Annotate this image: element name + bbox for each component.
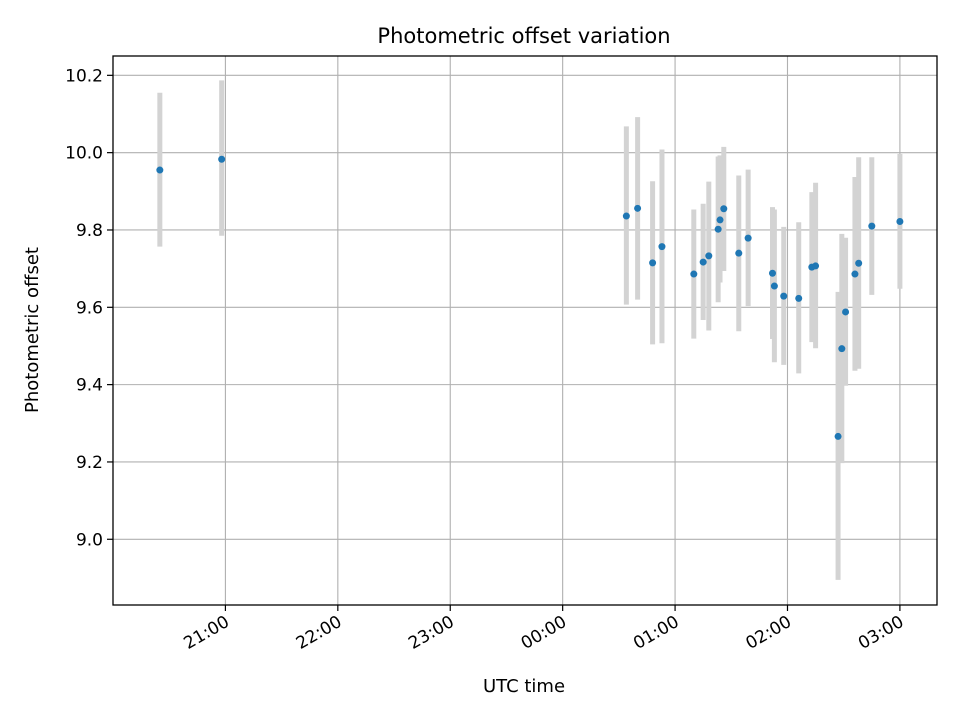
data-point (658, 243, 666, 251)
data-point (690, 270, 698, 278)
data-point (156, 166, 164, 174)
data-point (714, 225, 722, 233)
data-point (735, 249, 743, 257)
gridlines (113, 56, 937, 605)
data-point (780, 292, 788, 300)
data-point (770, 282, 778, 290)
data-point (868, 222, 876, 230)
data-point (896, 217, 904, 225)
y-tick-label: 9.4 (76, 376, 103, 396)
chart-title: Photometric offset variation (377, 24, 670, 48)
y-tick-label: 9.6 (76, 298, 103, 318)
x-tick-label: 23:00 (405, 612, 457, 654)
y-tick-label: 9.8 (76, 221, 103, 241)
y-axis-label: Photometric offset (22, 247, 43, 413)
x-tick-label: 21:00 (180, 612, 232, 654)
y-tick-label: 10.2 (65, 66, 103, 86)
data-point (218, 155, 226, 163)
x-axis-ticks: 21:00 22:00 23:00 00:00 01:00 02:00 03:00 (180, 605, 907, 654)
data-point (720, 205, 728, 213)
data-point (744, 234, 752, 242)
y-axis-ticks: 9.0 9.2 9.4 9.6 9.8 10.0 10.2 (65, 66, 113, 550)
x-tick-label: 03:00 (855, 612, 907, 654)
y-tick-label: 10.0 (65, 144, 103, 164)
data-point (622, 212, 630, 220)
data-point (842, 308, 850, 316)
data-point (855, 259, 863, 267)
data-point (649, 259, 657, 267)
x-tick-label: 02:00 (743, 612, 795, 654)
y-tick-label: 9.0 (76, 530, 103, 550)
data-points (156, 155, 904, 440)
data-point (705, 252, 713, 260)
y-tick-label: 9.2 (76, 453, 103, 473)
x-tick-label: 22:00 (293, 612, 345, 654)
x-tick-label: 01:00 (630, 612, 682, 654)
data-point (812, 262, 820, 270)
error-bars (157, 80, 903, 580)
x-axis-label: UTC time (483, 676, 565, 697)
plot-frame (112, 55, 938, 606)
data-point (834, 432, 842, 440)
data-point (634, 204, 642, 212)
data-point (716, 216, 724, 224)
data-point (838, 345, 846, 353)
data-point (699, 258, 707, 266)
x-tick-label: 00:00 (518, 612, 570, 654)
data-point (795, 294, 803, 302)
data-point (851, 270, 859, 278)
data-point (768, 269, 776, 277)
